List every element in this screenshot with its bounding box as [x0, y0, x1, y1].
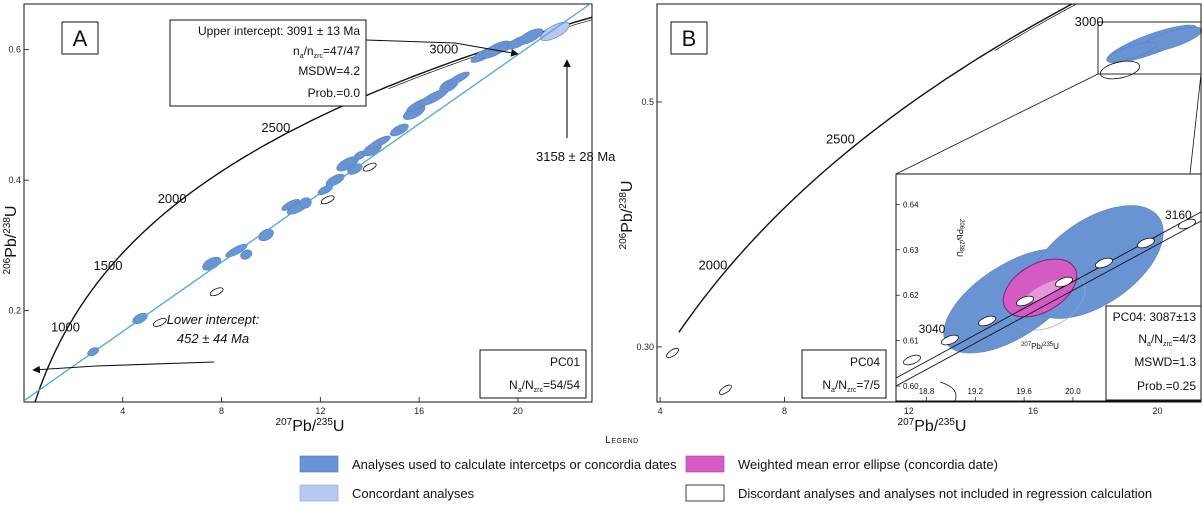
- x-tick-label: 8: [782, 406, 787, 416]
- inset-age-3160: 3160: [1165, 208, 1192, 222]
- inset-result-title: PC04: 3087±13: [1113, 310, 1197, 324]
- discordant-ellipse: [665, 347, 680, 360]
- panel-b-discordant: [665, 347, 733, 397]
- x-tick-label: 12: [315, 406, 325, 416]
- panel-a-x-label: 207Pb/235U: [276, 417, 345, 435]
- x-tick-label: 16: [1028, 406, 1038, 416]
- legend-label-weighted: Weighted mean error ellipse (concordia d…: [738, 457, 998, 472]
- legend-swatch-analyses: [300, 456, 338, 472]
- analysis-ellipse: [446, 70, 470, 87]
- zoom-connector-right: [1190, 74, 1201, 174]
- legend-swatch-weighted: [686, 456, 724, 472]
- panel-a-y-label: 206Pb/238U: [2, 206, 20, 275]
- panel-a-n-value: =54/54: [543, 378, 580, 392]
- y-tick-label: 0.30: [636, 342, 654, 352]
- inset: 18.819.219.620.020.40.600.610.620.630.64…: [896, 174, 1201, 401]
- discordant-ellipse: [209, 286, 224, 297]
- inset-result-mswd: MSWD=1.3: [1134, 355, 1196, 369]
- x-tick-label: 20: [1152, 406, 1162, 416]
- upper-intercept-prob: Prob.=0.0: [308, 86, 361, 100]
- upper-intercept-title: Upper intercept: 3091 ± 13 Ma: [198, 24, 360, 38]
- concordia-age-label: 2500: [826, 132, 855, 147]
- y-tick-label: 0.4: [8, 175, 21, 185]
- inset-x-tick-label: 20.0: [1065, 387, 1081, 396]
- concordia-age-label: 1500: [94, 258, 123, 273]
- legend-swatch-concordant: [300, 485, 338, 501]
- inset-x-tick-label: 19.2: [968, 387, 984, 396]
- legend: Legend Analyses used to calculate interc…: [300, 435, 1152, 501]
- panel-b-n-value: =7/5: [856, 378, 880, 392]
- inset-y-tick-label: 0.61: [903, 337, 919, 346]
- inset-y-tick-label: 0.64: [903, 200, 919, 209]
- inset-n-value: =4/3: [1172, 332, 1196, 346]
- analysis-ellipse: [324, 172, 346, 189]
- upper-intercept-n: na/nzrc=47/47: [293, 44, 360, 60]
- panel-b-sample-name: PC04: [850, 355, 880, 369]
- concordia-age-label: 1000: [51, 320, 80, 335]
- x-tick-label: 12: [904, 406, 914, 416]
- panel-b-letter: B: [682, 26, 697, 51]
- panel-b-n-sub-zrc: zrc: [847, 387, 857, 394]
- y-tick-label: 0.2: [8, 306, 21, 316]
- inset-y-tick-label: 0.63: [903, 246, 919, 255]
- zoom-connector-left: [896, 74, 1098, 174]
- legend-label-analyses: Analyses used to calculate intercetps or…: [352, 457, 677, 472]
- discordant-ellipse: [1099, 58, 1141, 82]
- concordant-age-label: 3158 ± 28 Ma: [536, 149, 616, 164]
- legend-swatch-discordant: [686, 485, 724, 501]
- y-tick-label: 0.5: [641, 97, 654, 107]
- concordia-age-label: 3000: [1075, 14, 1104, 29]
- panel-a-letter: A: [73, 26, 88, 51]
- inset-age-3040: 3040: [919, 322, 946, 336]
- upper-intercept-mswd: MSDW=4.2: [298, 64, 360, 78]
- panel-b-y-label: 206Pb/238U: [618, 181, 636, 250]
- panel-b-top-ellipses: [1099, 18, 1202, 82]
- x-tick-label: 4: [120, 406, 125, 416]
- x-tick-label: 16: [414, 406, 424, 416]
- lower-intercept-value: 452 ± 44 Ma: [177, 331, 249, 346]
- inset-y-tick-label: 0.62: [903, 291, 919, 300]
- concordia-age-label: 3000: [429, 42, 458, 57]
- x-tick-label: 8: [219, 406, 224, 416]
- legend-title: Legend: [605, 435, 638, 446]
- panel-b-x-label: 207Pb/235U: [898, 417, 967, 435]
- lower-intercept-title: Lower intercept:: [167, 312, 260, 327]
- panel-a-sample-name: PC01: [550, 355, 580, 369]
- inset-x-tick-label: 19.6: [1016, 387, 1032, 396]
- y-tick-label: 0.6: [8, 45, 21, 55]
- concordia-age-label: 2000: [158, 191, 187, 206]
- discordant-ellipse: [718, 383, 733, 396]
- inset-result-prob: Prob.=0.25: [1137, 379, 1196, 393]
- discordant-ellipse: [152, 317, 167, 328]
- inset-x-tick-label: 18.8: [919, 387, 935, 396]
- panel-a: 4 8 12 16 20 0.2 0.4 0.6 1000 1500 2000 2500 3000 A…: [2, 0, 668, 441]
- concordia-age-label: 2000: [698, 258, 727, 273]
- inset-y-tick-label: 0.60: [903, 382, 919, 391]
- analysis-ellipse: [389, 121, 411, 138]
- legend-label-discordant: Discordant analyses and analyses not inc…: [738, 486, 1152, 501]
- upper-n-sub-zrc: zrc: [314, 53, 324, 60]
- discordant-ellipse: [320, 194, 335, 205]
- discordant-ellipse: [362, 161, 377, 172]
- legend-label-concordant: Concordant analyses: [352, 486, 475, 501]
- x-tick-label: 20: [513, 406, 523, 416]
- inset-n-sub-zrc: zrc: [1163, 341, 1173, 348]
- lower-intercept-arrow: [33, 362, 214, 370]
- x-tick-label: 4: [658, 406, 663, 416]
- panel-a-n-sub-zrc: zrc: [534, 387, 544, 394]
- upper-n-value: =47/47: [323, 44, 360, 58]
- concordia-age-label: 2500: [261, 120, 290, 135]
